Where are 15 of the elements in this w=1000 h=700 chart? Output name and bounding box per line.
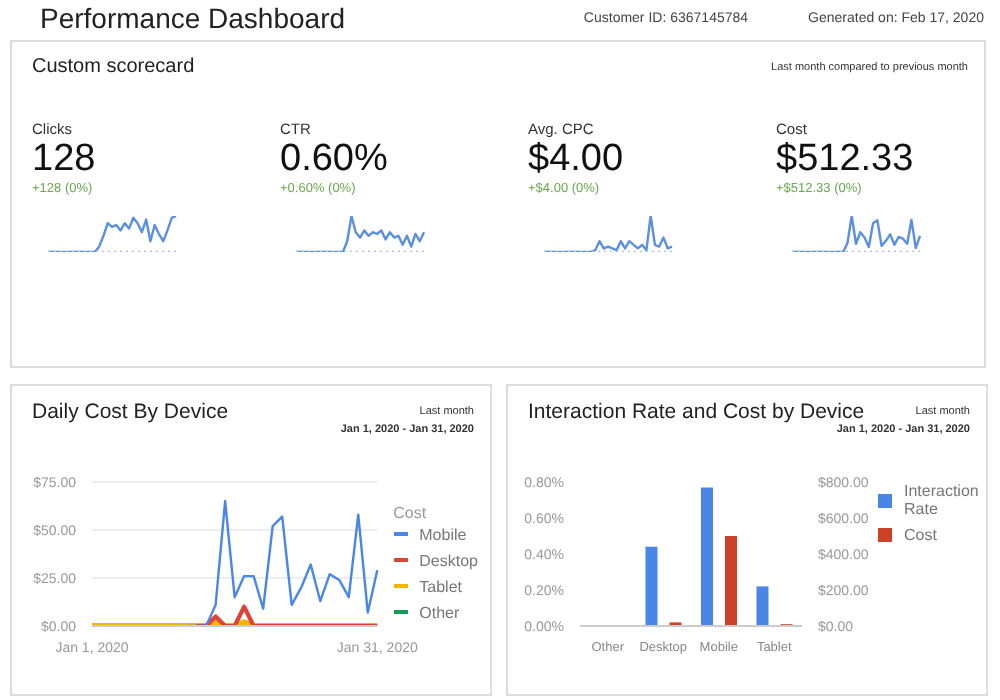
chart-subtitle: $512.33 xyxy=(776,138,916,182)
text: Performance Dashboard xyxy=(40,2,346,34)
text: Custom scorecard xyxy=(32,56,195,78)
legend-label: Cost xyxy=(904,526,937,544)
legend-label: Tablet xyxy=(419,577,462,595)
chart-title: Daily Cost By Device xyxy=(32,400,229,424)
legend-title: Cost xyxy=(393,501,429,525)
chart-title: Interaction Rate and Cost by Device xyxy=(528,400,865,424)
legend-label: Desktop xyxy=(419,551,478,569)
legend-label: Interaction Rate xyxy=(904,482,979,518)
chart-subtitle: $4.00 xyxy=(528,138,626,182)
chart-subtitle: 0.60% xyxy=(280,138,390,182)
chart-subtitle: 128 xyxy=(32,138,98,182)
legend-label: Mobile xyxy=(419,525,467,543)
legend-label: Other xyxy=(419,603,460,621)
